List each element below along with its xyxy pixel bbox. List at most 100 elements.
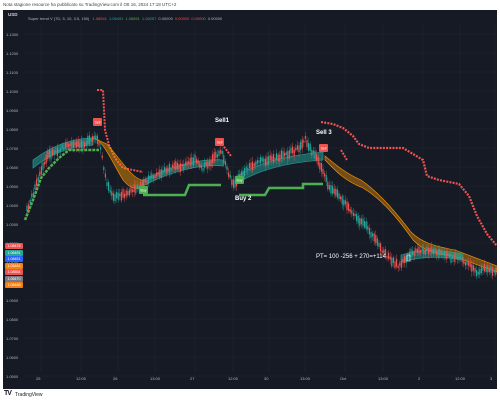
candle-body xyxy=(253,163,255,167)
price-chart[interactable]: Sell Sell Sell Buy Buy xyxy=(3,10,497,389)
annotation-profit-total: PT= 100 -256 + 270=+114 xyxy=(316,254,386,260)
candle-body xyxy=(160,169,162,178)
candle-body xyxy=(376,238,378,246)
buy-signal-label: Buy xyxy=(236,179,242,183)
footer: TV TradingView xyxy=(3,389,497,400)
candle-body xyxy=(103,167,105,171)
brand-name: TradingView xyxy=(15,392,43,398)
candle-body xyxy=(336,189,338,198)
candle-body xyxy=(284,152,286,157)
candle-body xyxy=(432,248,434,255)
annotation-buy2: Buy 2 xyxy=(235,196,252,202)
candle-body xyxy=(410,249,412,258)
candle-body xyxy=(436,250,438,256)
candle-body xyxy=(316,154,318,161)
candle-body xyxy=(477,271,479,275)
candle-body xyxy=(44,161,46,165)
candle-body xyxy=(95,135,97,141)
x-axis-label: 27 xyxy=(190,376,195,381)
candle-body xyxy=(130,187,132,193)
candle-body xyxy=(55,150,57,153)
y-axis-label: 1.0000 xyxy=(6,279,18,284)
candle-body xyxy=(325,175,327,183)
sell-signal xyxy=(93,118,102,126)
candle-body xyxy=(40,166,42,175)
candle-body xyxy=(36,179,38,186)
y-axis-label: 1.0700 xyxy=(6,336,19,341)
candle-body xyxy=(178,164,180,170)
candle-body xyxy=(327,181,329,190)
candle-body xyxy=(212,154,214,164)
candle-body xyxy=(231,179,233,185)
candle-body xyxy=(224,161,226,166)
y-axis-label: 1.0900 xyxy=(6,108,19,113)
candle-body xyxy=(391,257,393,267)
candle-body xyxy=(240,171,242,176)
candle-body xyxy=(300,141,302,151)
annotation-sell3: Sell 3 xyxy=(316,130,332,136)
publish-caption: Nota stagione resource ha pubblicato su … xyxy=(3,2,177,7)
candle-body xyxy=(308,143,310,151)
candle-body xyxy=(140,181,142,189)
candle-body xyxy=(188,161,190,164)
candle-body xyxy=(216,154,218,158)
candle-body xyxy=(340,196,342,200)
candle-body xyxy=(380,243,382,252)
candle-body xyxy=(383,249,385,254)
candle-body xyxy=(61,144,63,149)
candle-body xyxy=(271,156,273,161)
price-tag: 1.08491 xyxy=(5,249,23,256)
price-tag: 1.08470 xyxy=(5,275,23,282)
candle-body xyxy=(50,150,52,160)
candle-body xyxy=(213,152,215,162)
candle-body xyxy=(352,213,354,216)
candle-body xyxy=(458,254,460,261)
candle-body xyxy=(437,249,439,258)
candle-body xyxy=(226,166,228,170)
candle-body xyxy=(120,192,122,201)
chart-panel[interactable]: Sell Sell Sell Buy Buy USD Super trend V (7D… xyxy=(3,10,497,389)
candle-body xyxy=(84,142,86,148)
y-axis-label: 1.0900 xyxy=(6,298,19,303)
candle-body xyxy=(223,155,225,164)
candle-body xyxy=(26,205,28,212)
candle-body xyxy=(162,169,164,175)
indicator-legend[interactable]: Super trend V (7D, 5, 10, 3.5, 150) 1.08… xyxy=(28,16,226,21)
candle-body xyxy=(463,259,465,264)
y-axis-label: 1.0600 xyxy=(6,355,19,360)
candle-body xyxy=(72,141,74,148)
candle-body xyxy=(493,270,495,273)
ema-band xyxy=(92,137,144,189)
candle-body xyxy=(47,151,49,160)
candle-body xyxy=(197,160,199,164)
candle-body xyxy=(285,152,287,156)
candle-body xyxy=(490,265,492,274)
candle-body xyxy=(42,162,44,170)
candle-body xyxy=(418,246,420,254)
candle-body xyxy=(373,233,375,242)
candle-body xyxy=(69,143,71,147)
candle-body xyxy=(79,142,81,148)
indicator-value: 1.08851 xyxy=(125,16,140,21)
price-tag: 1.08478 xyxy=(5,243,23,249)
candle-body xyxy=(82,141,84,150)
resistance-line xyxy=(340,149,348,161)
candle-body xyxy=(56,147,58,157)
candle-body xyxy=(442,251,444,255)
candle-body xyxy=(32,192,34,196)
candle-body xyxy=(394,261,396,269)
candle-body xyxy=(282,151,284,160)
candle-body xyxy=(104,173,106,178)
sell-signal-label: Sell xyxy=(321,147,327,151)
candle-body xyxy=(298,145,300,153)
candle-body xyxy=(127,190,129,196)
candle-body xyxy=(482,267,484,271)
candle-body xyxy=(229,174,231,178)
candle-body xyxy=(85,141,87,147)
candle-body xyxy=(117,192,119,200)
candle-body xyxy=(98,141,100,146)
candle-body xyxy=(397,265,399,269)
candle-body xyxy=(412,250,414,256)
candle-body xyxy=(420,249,422,253)
candle-body xyxy=(112,193,114,201)
